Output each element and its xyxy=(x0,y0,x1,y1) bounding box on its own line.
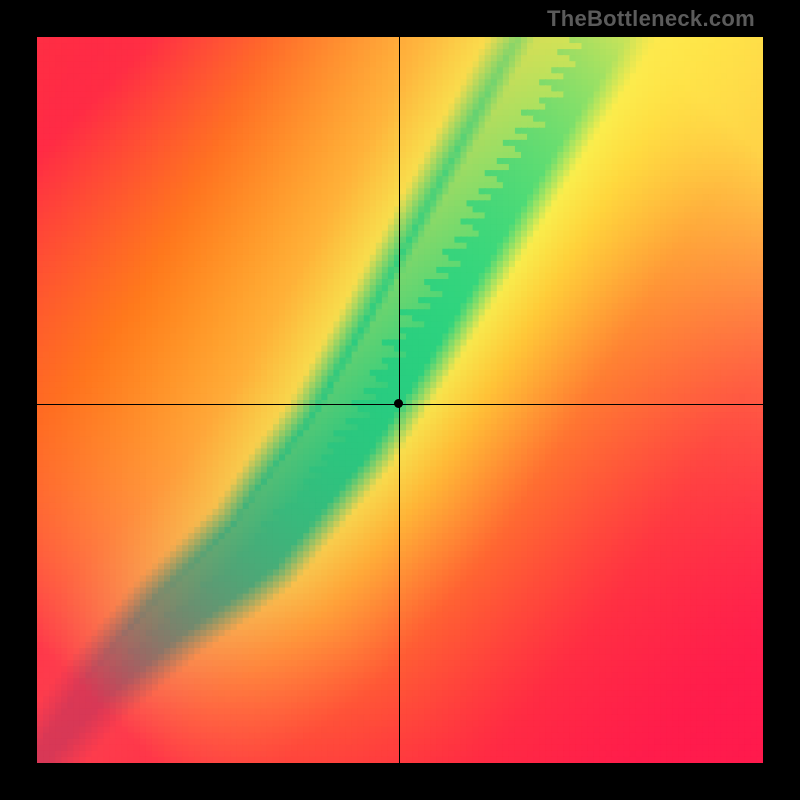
watermark-text: TheBottleneck.com xyxy=(547,6,755,32)
chart-frame: TheBottleneck.com xyxy=(0,0,800,800)
